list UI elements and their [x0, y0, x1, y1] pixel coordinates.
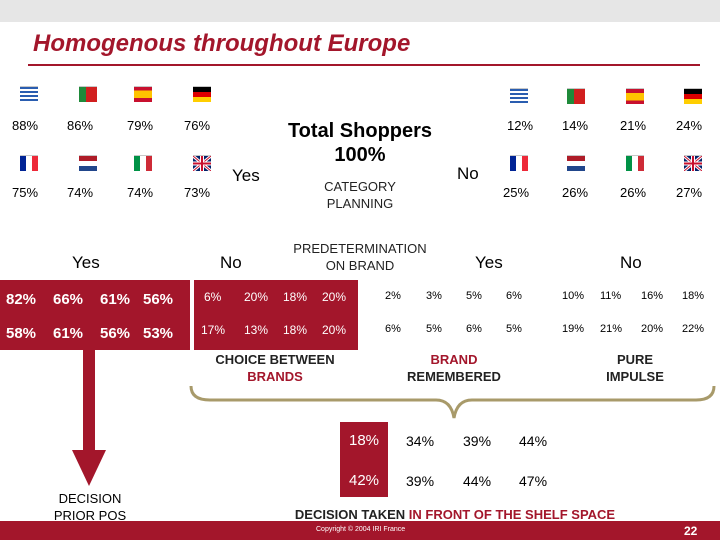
left-top-value: 73% [184, 185, 211, 200]
spain-flag-icon [626, 88, 644, 104]
predetermination-label: PREDETERMINATION ON BRAND [293, 241, 427, 273]
center-yes-label: Yes [232, 166, 260, 185]
france-flag-icon [510, 155, 528, 171]
right-top-value: 27% [676, 185, 703, 200]
bottom-cell: 42% [349, 472, 380, 489]
italy-flag-icon [626, 155, 644, 171]
grid-cell: 18% [283, 323, 308, 337]
grid-cell: 20% [641, 323, 664, 335]
grid-cell: 18% [283, 290, 308, 304]
grid-cell: 58% [6, 325, 37, 342]
category-planning-label: CATEGORY PLANNING [324, 179, 396, 211]
grid-cell: 5% [506, 323, 522, 335]
right-top-value: 26% [562, 185, 589, 200]
title-underline [28, 64, 700, 66]
total-shoppers-title: Total Shoppers 100% [287, 120, 433, 166]
grid-cell: 5% [426, 323, 442, 335]
bottom-cell: 39% [406, 473, 435, 489]
grid-cell: 22% [682, 323, 705, 335]
right-top-value: 25% [503, 185, 530, 200]
right-top-value: 14% [562, 118, 589, 133]
greece-flag-icon [20, 86, 38, 102]
grid-cell: 13% [244, 323, 269, 337]
grid-cell: 20% [322, 290, 347, 304]
down-arrow-icon [72, 340, 106, 486]
left-top-value: 76% [184, 118, 211, 133]
grid-cell: 16% [641, 290, 664, 302]
grid-cell: 56% [143, 291, 174, 308]
grid-cell: 10% [562, 290, 585, 302]
yes-right-label: Yes [475, 253, 503, 272]
decision-prior-pos-label: DECISION PRIOR POS [53, 491, 127, 523]
grouping-brace [189, 385, 716, 419]
netherlands-flag-icon [79, 155, 97, 171]
greece-flag-icon [510, 88, 528, 104]
grid-cell: 21% [600, 323, 623, 335]
bottom-highlight-box [340, 422, 388, 497]
grid-cell: 6% [385, 323, 401, 335]
left-top-value: 86% [67, 118, 94, 133]
grid-cell: 3% [426, 290, 442, 302]
left-grid-box [0, 280, 190, 350]
germany-flag-icon [684, 88, 702, 104]
right-top-value: 21% [620, 118, 647, 133]
decision-shelf-label: DECISION TAKEN IN FRONT OF THE SHELF SPA… [294, 507, 616, 522]
right-top-value: 12% [507, 118, 534, 133]
grid-cell: 61% [100, 291, 131, 308]
grid-cell: 6% [204, 290, 222, 304]
page-number: 22 [684, 524, 698, 538]
right-top-value: 26% [620, 185, 647, 200]
bottom-cell: 47% [519, 473, 548, 489]
grid-cell: 2% [385, 290, 401, 302]
spain-flag-icon [134, 86, 152, 102]
bottom-cell: 34% [406, 433, 435, 449]
netherlands-flag-icon [567, 155, 585, 171]
italy-flag-icon [134, 155, 152, 171]
center-no-label: No [457, 164, 479, 183]
left-top-value: 79% [127, 118, 154, 133]
grid-cell: 56% [100, 325, 131, 342]
choice-between-brands-label: CHOICE BETWEEN BRANDS [215, 352, 335, 384]
footer-bar [0, 521, 720, 540]
middle-grid-box [194, 280, 358, 350]
left-top-value: 74% [127, 185, 154, 200]
portugal-flag-icon [567, 88, 585, 104]
bottom-cell: 44% [463, 473, 492, 489]
top-banner [0, 0, 720, 22]
germany-flag-icon [193, 86, 211, 102]
copyright-text: Copyright © 2004 IRI France [316, 526, 406, 533]
grid-cell: 20% [322, 323, 347, 337]
grid-cell: 66% [53, 291, 84, 308]
grid-cell: 82% [6, 291, 37, 308]
bottom-cell: 39% [463, 433, 492, 449]
bottom-cell: 44% [519, 433, 548, 449]
left-top-value: 88% [12, 118, 39, 133]
no-right-label: No [620, 253, 642, 272]
yes-left-label: Yes [72, 253, 100, 272]
grid-cell: 20% [244, 290, 269, 304]
grid-cell: 6% [466, 323, 482, 335]
bottom-cell: 18% [349, 432, 380, 449]
brand-remembered-label: BRAND REMEMBERED [407, 352, 501, 384]
grid-cell: 53% [143, 325, 174, 342]
page-title: Homogenous throughout Europe [33, 30, 411, 57]
grid-cell: 5% [466, 290, 482, 302]
grid-cell: 6% [506, 290, 522, 302]
grid-cell: 17% [201, 323, 226, 337]
left-top-value: 74% [67, 185, 94, 200]
grid-cell: 19% [562, 323, 585, 335]
grid-cell: 11% [600, 290, 622, 302]
uk-flag-icon [684, 155, 702, 171]
portugal-flag-icon [79, 86, 97, 102]
grid-cell: 61% [53, 325, 84, 342]
right-top-value: 24% [676, 118, 703, 133]
grid-cell: 18% [682, 290, 705, 302]
uk-flag-icon [193, 155, 211, 171]
france-flag-icon [20, 155, 38, 171]
left-top-value: 75% [12, 185, 39, 200]
pure-impulse-label: PURE IMPULSE [606, 352, 664, 384]
no-left-label: No [220, 253, 242, 272]
